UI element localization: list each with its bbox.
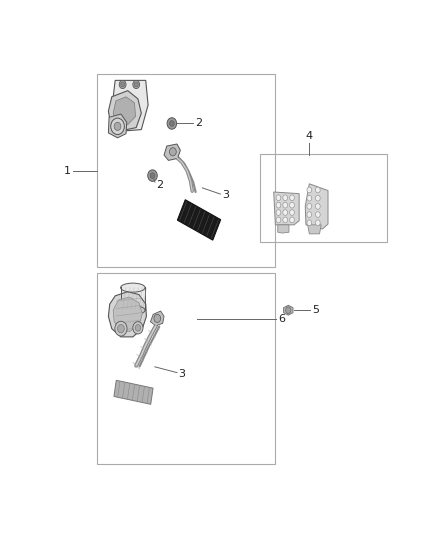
Circle shape — [315, 204, 320, 209]
Circle shape — [134, 82, 138, 87]
Circle shape — [290, 217, 294, 223]
Text: 1: 1 — [64, 166, 71, 176]
Ellipse shape — [120, 283, 145, 292]
Polygon shape — [307, 225, 321, 234]
Polygon shape — [283, 305, 293, 315]
Circle shape — [276, 217, 281, 223]
Circle shape — [290, 195, 294, 200]
Circle shape — [315, 195, 320, 201]
Text: 6: 6 — [278, 314, 285, 324]
Circle shape — [167, 118, 177, 129]
Circle shape — [154, 314, 161, 322]
Circle shape — [119, 80, 126, 88]
Circle shape — [276, 195, 281, 200]
Polygon shape — [274, 192, 299, 225]
Polygon shape — [108, 114, 127, 138]
Text: 2: 2 — [156, 180, 164, 190]
Polygon shape — [108, 91, 141, 131]
Circle shape — [307, 187, 312, 193]
Circle shape — [290, 202, 294, 208]
Circle shape — [315, 187, 320, 193]
Polygon shape — [114, 380, 153, 405]
Circle shape — [111, 118, 124, 134]
Polygon shape — [112, 80, 148, 132]
Polygon shape — [151, 311, 164, 326]
Circle shape — [115, 321, 127, 336]
Bar — [260, 154, 387, 243]
Polygon shape — [113, 97, 135, 125]
Circle shape — [133, 322, 143, 334]
Circle shape — [135, 325, 141, 331]
Circle shape — [315, 220, 320, 225]
Circle shape — [276, 209, 281, 215]
Text: 5: 5 — [312, 305, 319, 315]
Text: 3: 3 — [222, 190, 229, 200]
Bar — [120, 287, 145, 310]
Circle shape — [283, 202, 288, 208]
Circle shape — [307, 204, 312, 209]
Circle shape — [170, 148, 176, 156]
Circle shape — [283, 209, 288, 215]
Bar — [97, 74, 276, 267]
Polygon shape — [164, 144, 180, 160]
Text: 2: 2 — [196, 118, 203, 128]
Circle shape — [283, 217, 288, 223]
Circle shape — [148, 170, 157, 181]
Circle shape — [307, 195, 312, 201]
Circle shape — [283, 195, 288, 200]
Polygon shape — [278, 225, 289, 233]
Circle shape — [286, 307, 291, 313]
Circle shape — [315, 212, 320, 217]
Circle shape — [117, 325, 124, 333]
Bar — [97, 273, 276, 464]
Polygon shape — [177, 200, 221, 240]
Circle shape — [114, 122, 121, 131]
Circle shape — [290, 209, 294, 215]
Ellipse shape — [120, 306, 145, 314]
Circle shape — [170, 120, 174, 126]
Text: 3: 3 — [178, 369, 185, 379]
Circle shape — [307, 220, 312, 225]
Circle shape — [120, 82, 125, 87]
Polygon shape — [113, 297, 142, 332]
Text: 4: 4 — [305, 131, 312, 141]
Circle shape — [150, 173, 155, 179]
Circle shape — [133, 80, 140, 88]
Polygon shape — [305, 184, 328, 229]
Circle shape — [307, 212, 312, 217]
Circle shape — [276, 202, 281, 208]
Polygon shape — [108, 292, 146, 337]
